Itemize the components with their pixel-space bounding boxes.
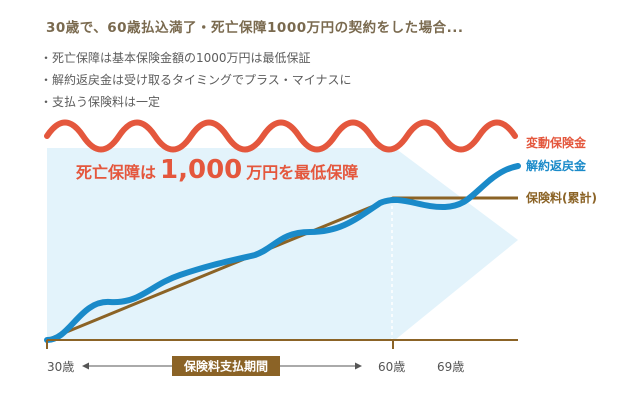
period-label-box xyxy=(172,356,280,376)
guarantee-callout: 死亡保障は 1,000 万円を最低保障 xyxy=(76,155,358,185)
callout-suffix: 万円を最低保障 xyxy=(245,163,358,182)
axis-label-60: 60歳 xyxy=(378,360,405,374)
callout-prefix: 死亡保障は xyxy=(76,163,156,182)
period-label: 保険料支払期間 xyxy=(183,359,268,374)
variable-benefit-line xyxy=(44,119,518,153)
surrender-value-line xyxy=(44,163,521,343)
callout-amount: 1,000 xyxy=(160,155,242,185)
period-arrow-left-icon xyxy=(82,362,89,370)
page-title: 30歳で、60歳払込満了・死亡保障1000万円の契約をした場合... xyxy=(46,20,464,36)
bullet-item: 解約返戻金は受け取るタイミングでプラス・マイナスに xyxy=(40,69,352,91)
bullet-item: 支払う保険料は一定 xyxy=(40,91,352,113)
legend-premium-total: 保険料(累計) xyxy=(525,190,597,205)
bullet-list: 死亡保障は基本保険金額の1000万円は最低保証 解約返戻金は受け取るタイミングで… xyxy=(40,47,352,113)
legend-surrender-value: 解約返戻金 xyxy=(526,158,587,173)
axis-label-30: 30歳 xyxy=(47,360,74,374)
period-arrow-right-icon xyxy=(355,362,362,370)
bullet-item: 死亡保障は基本保険金額の1000万円は最低保証 xyxy=(40,47,352,69)
legend-variable-benefit: 変動保険金 xyxy=(526,135,587,150)
axis-label-69: 69歳 xyxy=(437,360,464,374)
